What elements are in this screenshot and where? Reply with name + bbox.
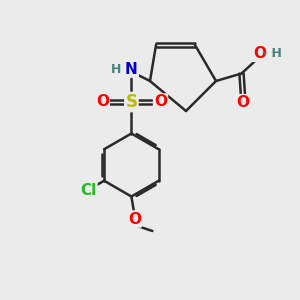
Text: Cl: Cl [80, 183, 97, 198]
Text: O: O [128, 212, 141, 226]
Text: O: O [154, 94, 167, 110]
Text: O: O [236, 95, 250, 110]
Text: - H: - H [262, 47, 282, 60]
Text: S: S [125, 93, 137, 111]
Text: O: O [253, 46, 266, 61]
Text: O: O [96, 94, 109, 110]
Text: N: N [125, 61, 138, 76]
Text: H: H [111, 62, 122, 76]
